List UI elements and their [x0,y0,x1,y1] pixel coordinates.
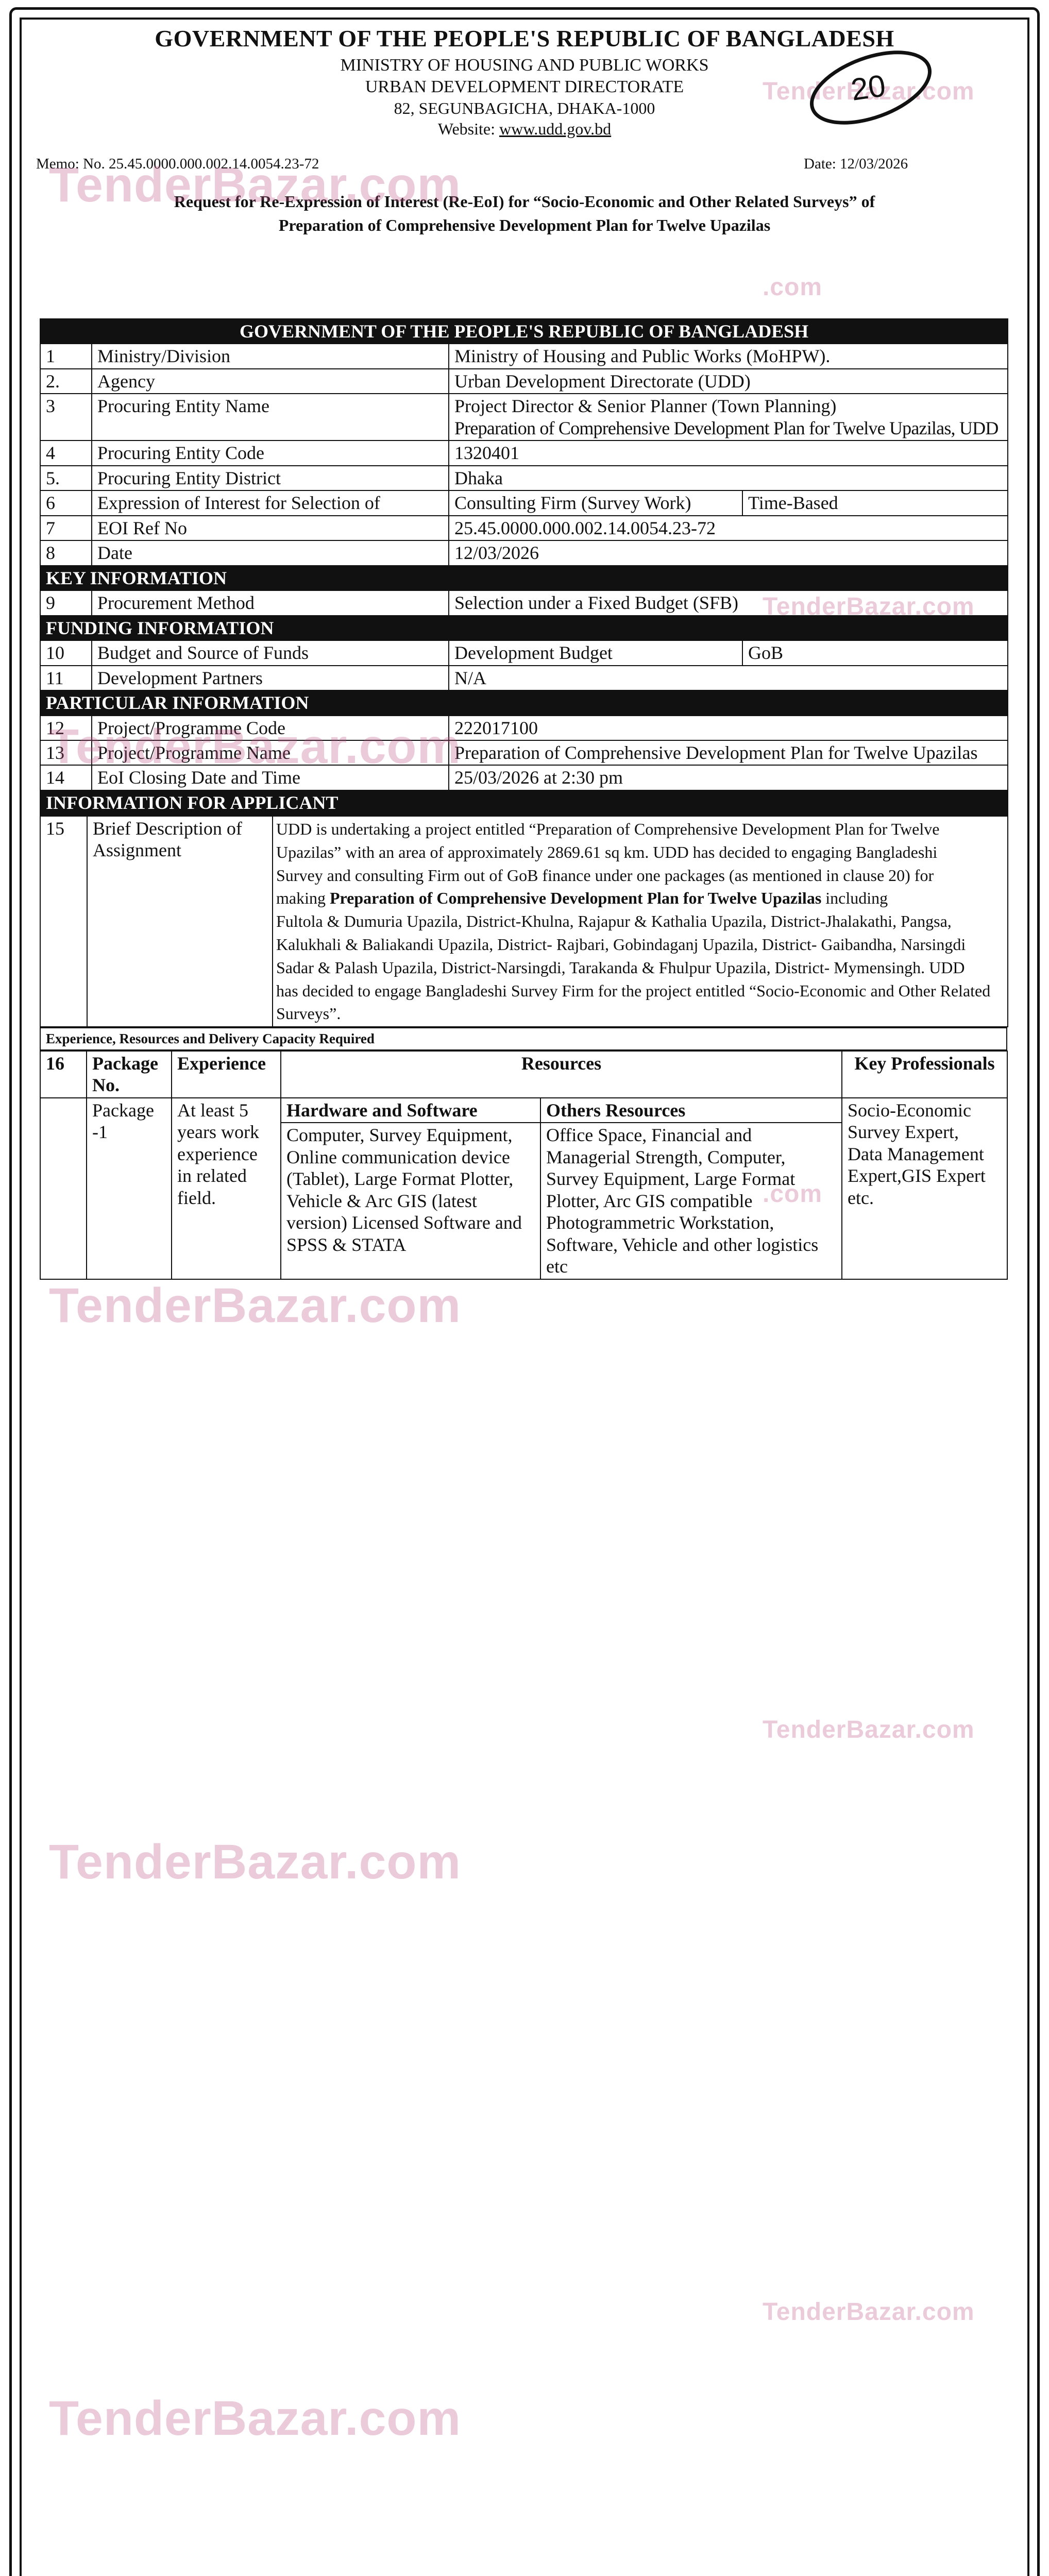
svg-text:20: 20 [849,68,887,107]
